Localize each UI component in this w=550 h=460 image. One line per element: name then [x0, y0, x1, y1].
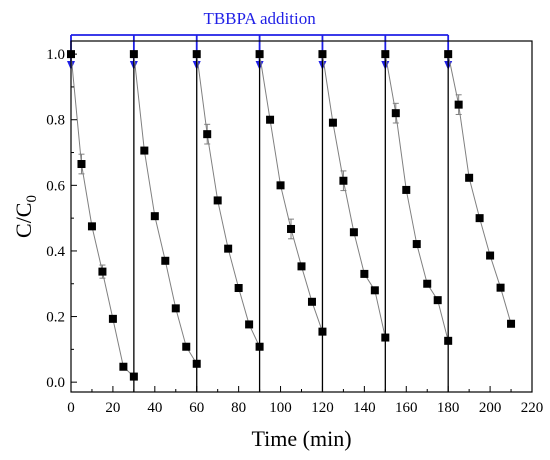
data-point	[245, 320, 254, 329]
data-point	[182, 342, 191, 351]
data-point	[77, 160, 86, 169]
data-point	[297, 262, 306, 271]
plot-frame	[70, 40, 533, 393]
x-tick-label: 200	[479, 400, 502, 416]
data-point	[444, 336, 453, 345]
data-point	[486, 251, 495, 260]
data-point	[213, 196, 222, 205]
data-point	[129, 50, 138, 59]
data-point	[140, 146, 149, 155]
series-line	[321, 54, 386, 338]
axis-layer: 0 20 40 60 80 100 120 140 160 180 200 220 0.0 0.2 0.4 0…	[46, 47, 543, 416]
data-point	[391, 109, 400, 118]
data-point	[465, 173, 474, 182]
data-point	[287, 224, 296, 233]
data-point	[234, 284, 243, 293]
x-tick-label: 180	[437, 400, 460, 416]
data-point	[370, 286, 379, 295]
data-point	[423, 279, 432, 288]
data-point	[224, 244, 233, 253]
annotation-text: TBBPA addition	[203, 9, 316, 28]
data-point	[108, 314, 117, 323]
y-tick-label: 0.2	[46, 310, 65, 326]
data-point	[171, 304, 180, 313]
y-tick-label: 0.8	[46, 113, 65, 129]
data-point	[161, 256, 170, 265]
x-tick-label: 120	[311, 400, 334, 416]
data-point	[119, 362, 128, 371]
data-point	[360, 269, 369, 278]
data-point	[318, 50, 327, 59]
data-point	[475, 214, 484, 223]
data-point	[87, 222, 96, 231]
y-axis-title-main: C/C	[11, 203, 36, 238]
data-point	[433, 296, 442, 305]
x-tick-label: 60	[189, 400, 204, 416]
data-point	[98, 267, 107, 276]
x-tick-label: 140	[353, 400, 376, 416]
x-tick-label: 20	[105, 400, 120, 416]
data-point	[276, 181, 285, 190]
x-tick-label: 160	[395, 400, 418, 416]
data-point	[349, 228, 358, 237]
series-line	[70, 54, 135, 377]
data-point	[328, 118, 337, 127]
x-axis-title: Time (min)	[251, 426, 351, 451]
data-point	[454, 100, 463, 109]
data-point	[255, 50, 264, 59]
series-line	[196, 54, 261, 347]
x-tick-label: 100	[269, 400, 292, 416]
data-point	[507, 319, 516, 328]
x-tick-label: 220	[521, 400, 544, 416]
y-tick-label: 0.0	[46, 375, 65, 391]
data-point	[402, 185, 411, 194]
data-point	[381, 50, 390, 59]
series-line	[133, 54, 198, 365]
data-point	[255, 342, 264, 351]
x-tick-label: 40	[147, 400, 162, 416]
x-tick-label: 80	[231, 400, 246, 416]
data-point	[381, 333, 390, 342]
data-point	[307, 297, 316, 306]
y-tick-label: 0.4	[46, 244, 65, 260]
x-tick-label: 0	[67, 400, 75, 416]
data-layer	[67, 50, 516, 392]
data-point	[318, 327, 327, 336]
y-axis-title: C/C0	[11, 195, 40, 238]
y-tick-label: 1.0	[46, 47, 65, 63]
data-point	[150, 212, 159, 221]
y-axis-title-sub: 0	[24, 195, 40, 203]
data-point	[339, 176, 348, 185]
data-point	[496, 283, 505, 292]
data-point	[192, 359, 201, 368]
data-point	[192, 50, 201, 59]
data-point	[129, 372, 138, 381]
data-point	[444, 50, 453, 59]
data-point	[203, 130, 212, 139]
data-point	[412, 240, 421, 249]
series-line	[259, 54, 323, 332]
data-point	[266, 115, 275, 124]
y-tick-label: 0.6	[46, 178, 65, 194]
